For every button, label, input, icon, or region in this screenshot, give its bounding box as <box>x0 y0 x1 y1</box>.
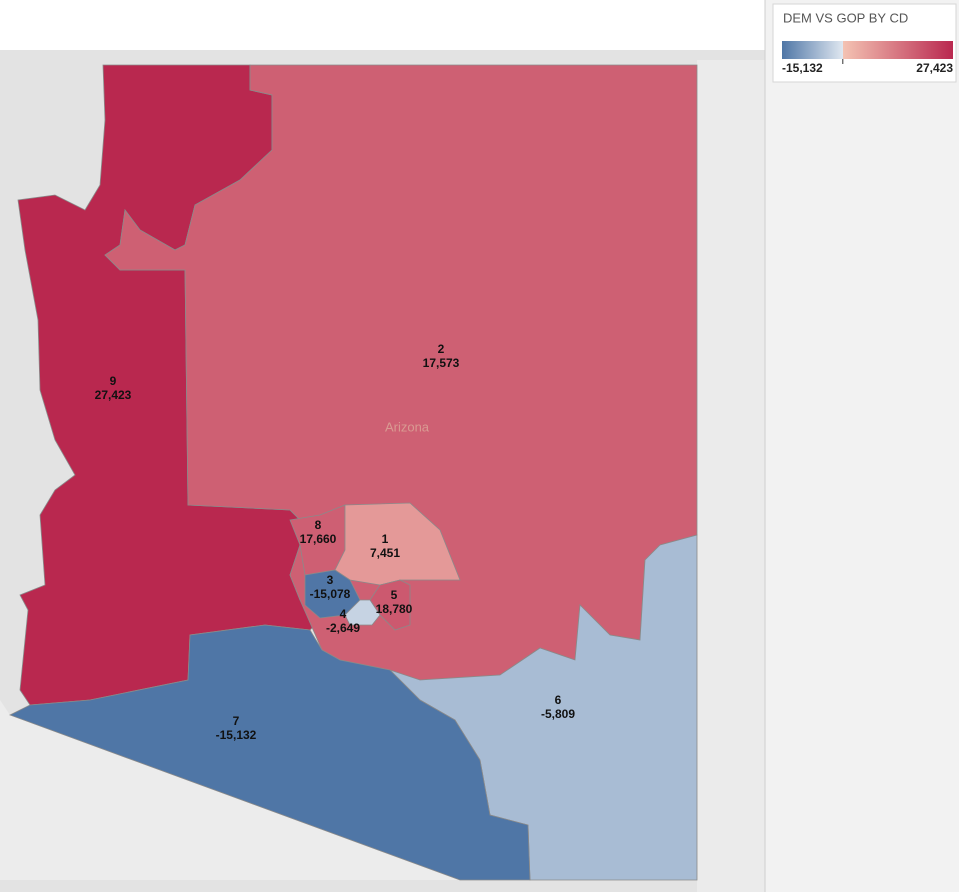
header-bar <box>0 0 765 50</box>
district-number: 5 <box>391 588 398 602</box>
district-number: 6 <box>555 693 562 707</box>
legend: -15,132 27,423 <box>782 41 953 75</box>
side-panel <box>765 0 959 892</box>
legend-max-label: 27,423 <box>916 61 953 75</box>
basemap-region <box>0 700 460 880</box>
district <box>344 599 381 626</box>
district-value: -15,078 <box>310 587 351 601</box>
district-number: 2 <box>438 342 445 356</box>
district-value: -2,649 <box>326 621 360 635</box>
district-number: 9 <box>110 374 117 388</box>
district-value: 18,780 <box>376 602 413 616</box>
district-number: 3 <box>327 573 334 587</box>
legend-min-label: -15,132 <box>782 61 823 75</box>
basemap-region <box>697 60 765 892</box>
map-label: Arizona <box>385 419 430 434</box>
district-number: 4 <box>340 607 347 621</box>
district-value: 7,451 <box>370 546 400 560</box>
district-number: 1 <box>382 532 389 546</box>
district-value: -5,809 <box>541 707 575 721</box>
district-value: 17,573 <box>423 356 460 370</box>
district-value: -15,132 <box>216 728 257 742</box>
district-value: 17,660 <box>300 532 337 546</box>
district <box>8 624 531 881</box>
district-value: 27,423 <box>95 388 132 402</box>
district-labels: 927,423 217,573 6-5,809 7-15,132 817,660 17,4… <box>95 342 576 742</box>
legend-title: DEM VS GOP BY CD <box>783 10 908 25</box>
district-number: 7 <box>233 714 240 728</box>
district-number: 8 <box>315 518 322 532</box>
districts <box>8 64 698 881</box>
legend-scale <box>782 41 953 59</box>
